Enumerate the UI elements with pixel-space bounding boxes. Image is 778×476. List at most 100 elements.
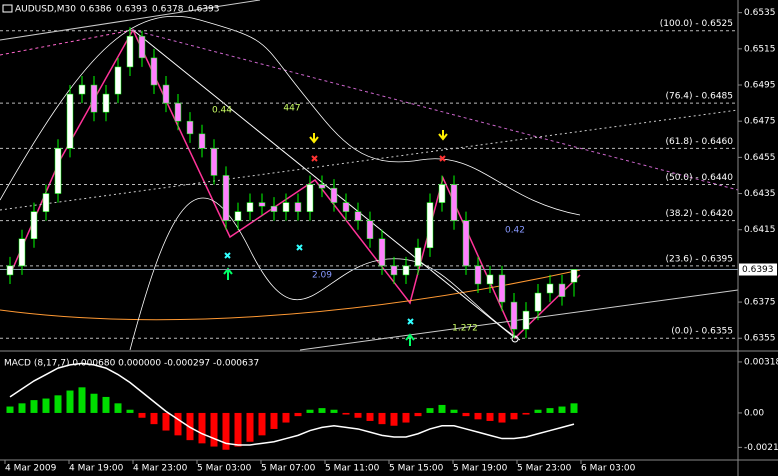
- macd-bar: [570, 403, 578, 413]
- macd-bar: [270, 412, 278, 429]
- macd-bar: [210, 412, 218, 447]
- candle-body: [486, 274, 494, 285]
- y-tick-label: 0.6475: [744, 117, 776, 127]
- macd-bar: [30, 400, 38, 413]
- x-tick-label: 5 Mar 19:00: [453, 464, 508, 474]
- macd-bar: [354, 412, 362, 418]
- arrow-up: [223, 267, 233, 280]
- fib-label: (76.4) - 0.6485: [665, 92, 733, 102]
- fib-label: (38.2) - 0.6420: [665, 209, 733, 219]
- macd-bar: [522, 412, 530, 415]
- candle-body: [330, 187, 338, 203]
- candle-body: [270, 205, 278, 212]
- candle-body: [450, 184, 458, 221]
- candle-body: [378, 238, 386, 267]
- candle-body: [126, 35, 134, 68]
- macd-bar: [498, 412, 506, 423]
- macd-bar: [402, 412, 410, 423]
- macd-bar: [78, 387, 86, 413]
- candle-body: [354, 211, 362, 221]
- y-tick-label: 0.6415: [744, 225, 776, 235]
- arrow-down: [309, 133, 319, 144]
- fib-label: (61.8) - 0.6460: [665, 137, 733, 147]
- macd-bar: [282, 412, 290, 423]
- candle-body: [342, 202, 350, 212]
- candle-body: [366, 220, 374, 240]
- candle-body: [150, 57, 158, 86]
- fan-line: [132, 29, 739, 191]
- candle-body: [18, 238, 26, 267]
- macd-bar: [222, 412, 230, 450]
- macd-bar: [258, 412, 266, 436]
- candle-body: [174, 102, 182, 122]
- cross-mark: [224, 244, 414, 325]
- y-tick-label: 0.6375: [744, 298, 776, 308]
- last-price-label: 0.6393: [742, 265, 774, 275]
- candle-body: [246, 202, 254, 212]
- candle-body: [306, 184, 314, 212]
- annotation: 0.44: [212, 106, 232, 116]
- candle-body: [510, 301, 518, 330]
- candle-body: [198, 133, 206, 149]
- header-value: 0.6393: [116, 5, 148, 15]
- zigzag: [9, 28, 581, 340]
- x-tick-label: 4 Mar 19:00: [69, 464, 124, 474]
- candle-body: [138, 35, 146, 59]
- macd-bar: [138, 412, 146, 418]
- macd-bar: [126, 409, 134, 413]
- x-tick-label: 6 Mar 03:00: [581, 464, 636, 474]
- y-tick-label: -0.00215: [744, 443, 778, 453]
- candle-body: [30, 211, 38, 240]
- y-tick-label: 0.6515: [744, 44, 776, 54]
- header-value: 0.6386: [80, 5, 112, 15]
- macd-line: [9, 362, 575, 446]
- macd-bar: [414, 412, 422, 417]
- macd-bar: [54, 395, 62, 413]
- annotation: 0.42: [505, 226, 525, 236]
- candle-body: [318, 184, 326, 189]
- fib-label: (23.6) - 0.6395: [665, 254, 733, 264]
- candle-body: [402, 265, 410, 276]
- candle-body: [474, 265, 482, 285]
- y-tick-label: 0.003186: [744, 357, 778, 367]
- macd-bar: [42, 398, 50, 413]
- bollinger-lower: [129, 197, 521, 351]
- fib-label: (100.0) - 0.6525: [660, 19, 733, 29]
- candle-body: [78, 84, 86, 95]
- macd-bar: [102, 396, 110, 413]
- macd-bar: [558, 406, 566, 413]
- x-tick-label: 5 Mar 03:00: [197, 464, 252, 474]
- y-tick-label: 0.6435: [744, 189, 776, 199]
- macd-bar: [18, 403, 26, 413]
- macd-bar: [294, 412, 302, 417]
- arrow-up: [405, 333, 415, 346]
- candle-body: [90, 84, 98, 113]
- candle-body: [186, 120, 194, 135]
- macd-bar: [534, 409, 542, 413]
- macd-bar: [174, 412, 182, 436]
- macd-bar: [318, 408, 326, 413]
- macd-bar: [462, 412, 470, 417]
- macd-bar: [66, 390, 74, 413]
- macd-bar: [330, 409, 338, 413]
- last-price-box: [739, 263, 777, 276]
- annotation: 447: [283, 104, 300, 114]
- arrow-down: [438, 130, 448, 141]
- candle-body: [258, 202, 266, 207]
- symbol-label: AUDUSD,M30: [15, 5, 76, 15]
- macd-bar: [390, 412, 398, 426]
- x-tick-label: 5 Mar 11:00: [325, 464, 380, 474]
- candle-body: [426, 202, 434, 249]
- macd-bar: [426, 408, 434, 413]
- fib-label: (0.0) - 0.6355: [671, 327, 733, 337]
- channel-line: [299, 289, 739, 351]
- candle-body: [42, 193, 50, 212]
- macd-bar: [162, 412, 170, 431]
- pivot-circle: [511, 335, 519, 343]
- header-value: 0.6378: [152, 5, 184, 15]
- fib-label: (50.0) - 0.6440: [665, 173, 733, 183]
- candle-body: [522, 310, 530, 330]
